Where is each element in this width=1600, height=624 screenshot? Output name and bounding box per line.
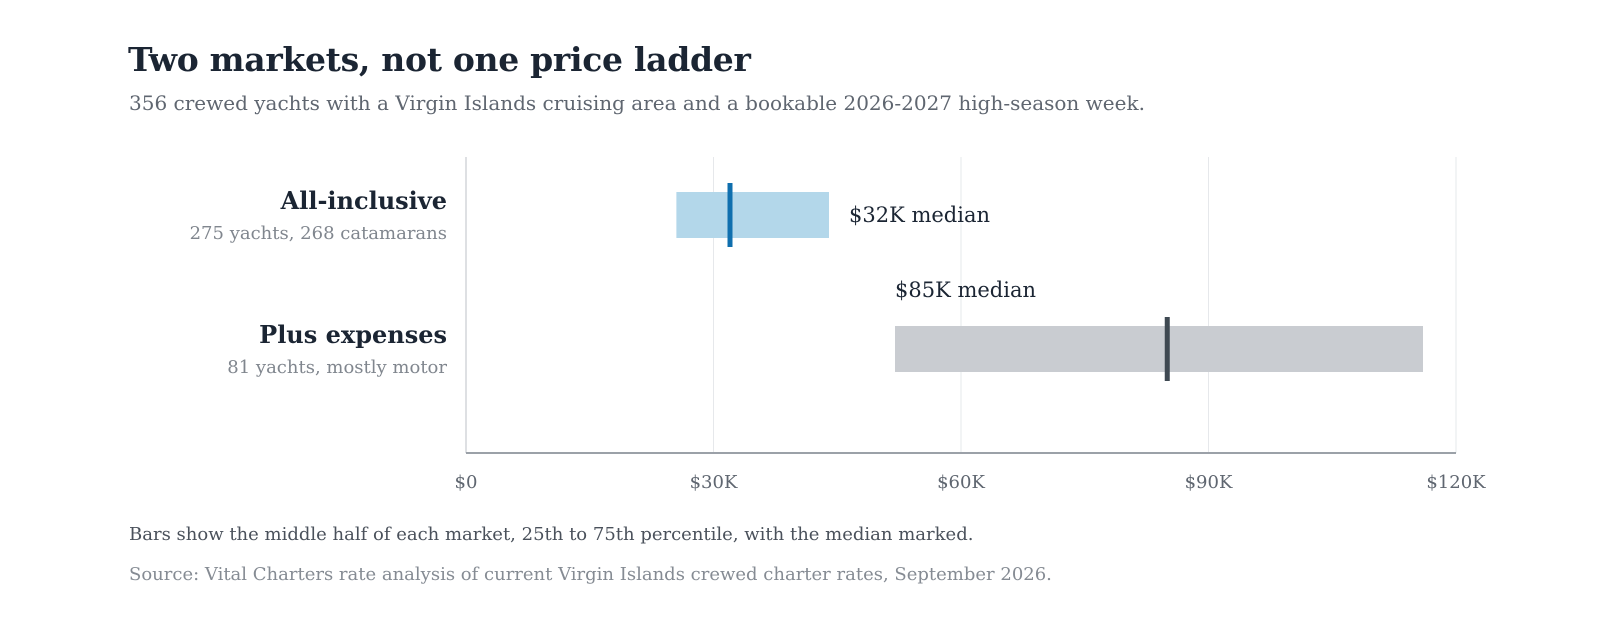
chart-source: Source: Vital Charters rate analysis of … — [129, 564, 1052, 585]
range-bar-chart: $0 $30K $60K $90K $120K All-inclusive 275 yac… — [190, 157, 1486, 493]
x-axis: $0 $30K $60K $90K $120K — [455, 157, 1486, 493]
category-description: 275 yachts, 268 catamarans — [190, 223, 447, 244]
median-marker — [1164, 317, 1170, 381]
median-label: $85K median — [895, 278, 1036, 302]
x-tick-label: $90K — [1185, 472, 1233, 493]
iqr-bar — [676, 192, 829, 238]
bars — [676, 183, 1423, 381]
chart-footnote: Bars show the middle half of each market… — [129, 524, 974, 545]
category-label: All-inclusive — [280, 186, 447, 215]
chart-subtitle: 356 crewed yachts with a Virgin Islands … — [129, 91, 1145, 115]
x-tick-label: $120K — [1426, 472, 1486, 493]
x-tick-label: $60K — [937, 472, 985, 493]
median-label: $32K median — [849, 203, 990, 227]
labels: All-inclusive 275 yachts, 268 catamarans $… — [190, 186, 1036, 378]
category-description: 81 yachts, mostly motor — [227, 357, 447, 378]
x-tick-label: $0 — [455, 472, 478, 493]
chart-title: Two markets, not one price ladder — [128, 40, 751, 79]
median-marker — [727, 183, 733, 247]
iqr-bar — [895, 326, 1423, 372]
x-tick-label: $30K — [690, 472, 738, 493]
category-label: Plus expenses — [259, 320, 447, 349]
